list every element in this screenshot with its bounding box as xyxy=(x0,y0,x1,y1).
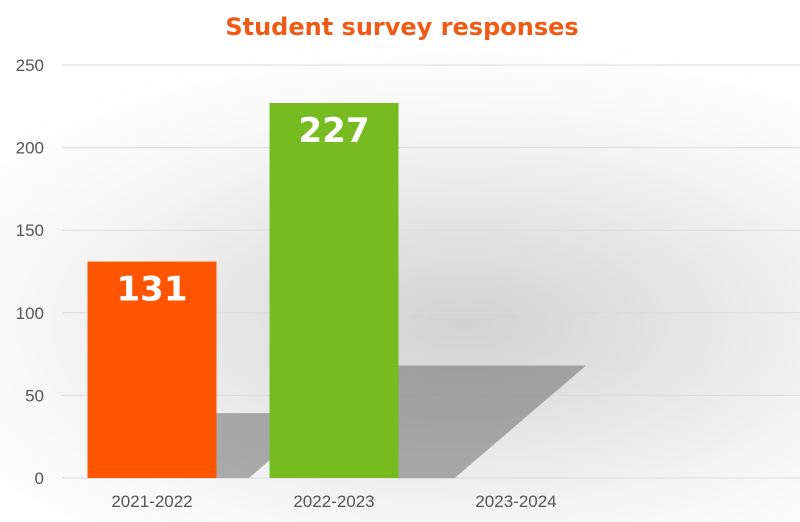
x-tick-label: 2021-2022 xyxy=(111,492,192,511)
y-tick-label: 200 xyxy=(16,139,44,158)
data-labels: 131 227 xyxy=(117,111,370,310)
bar xyxy=(87,261,217,478)
x-tick-label: 2023-2024 xyxy=(475,492,556,511)
y-tick-label: 250 xyxy=(16,56,44,75)
chart-title: Student survey responses xyxy=(225,13,578,41)
y-tick-label: 50 xyxy=(25,386,44,405)
y-tick-label: 0 xyxy=(35,469,44,488)
y-axis-ticks: 0 50 100 150 200 250 xyxy=(16,56,44,488)
x-axis-ticks: 2021-2022 2022-2023 2023-2024 xyxy=(111,492,556,511)
y-tick-label: 150 xyxy=(16,221,44,240)
bars xyxy=(87,102,399,478)
data-label: 227 xyxy=(299,111,370,151)
y-tick-label: 100 xyxy=(16,304,44,323)
x-tick-label: 2022-2023 xyxy=(293,492,374,511)
bar-shadow xyxy=(398,365,587,478)
data-label: 131 xyxy=(117,270,188,310)
bar xyxy=(269,102,399,478)
